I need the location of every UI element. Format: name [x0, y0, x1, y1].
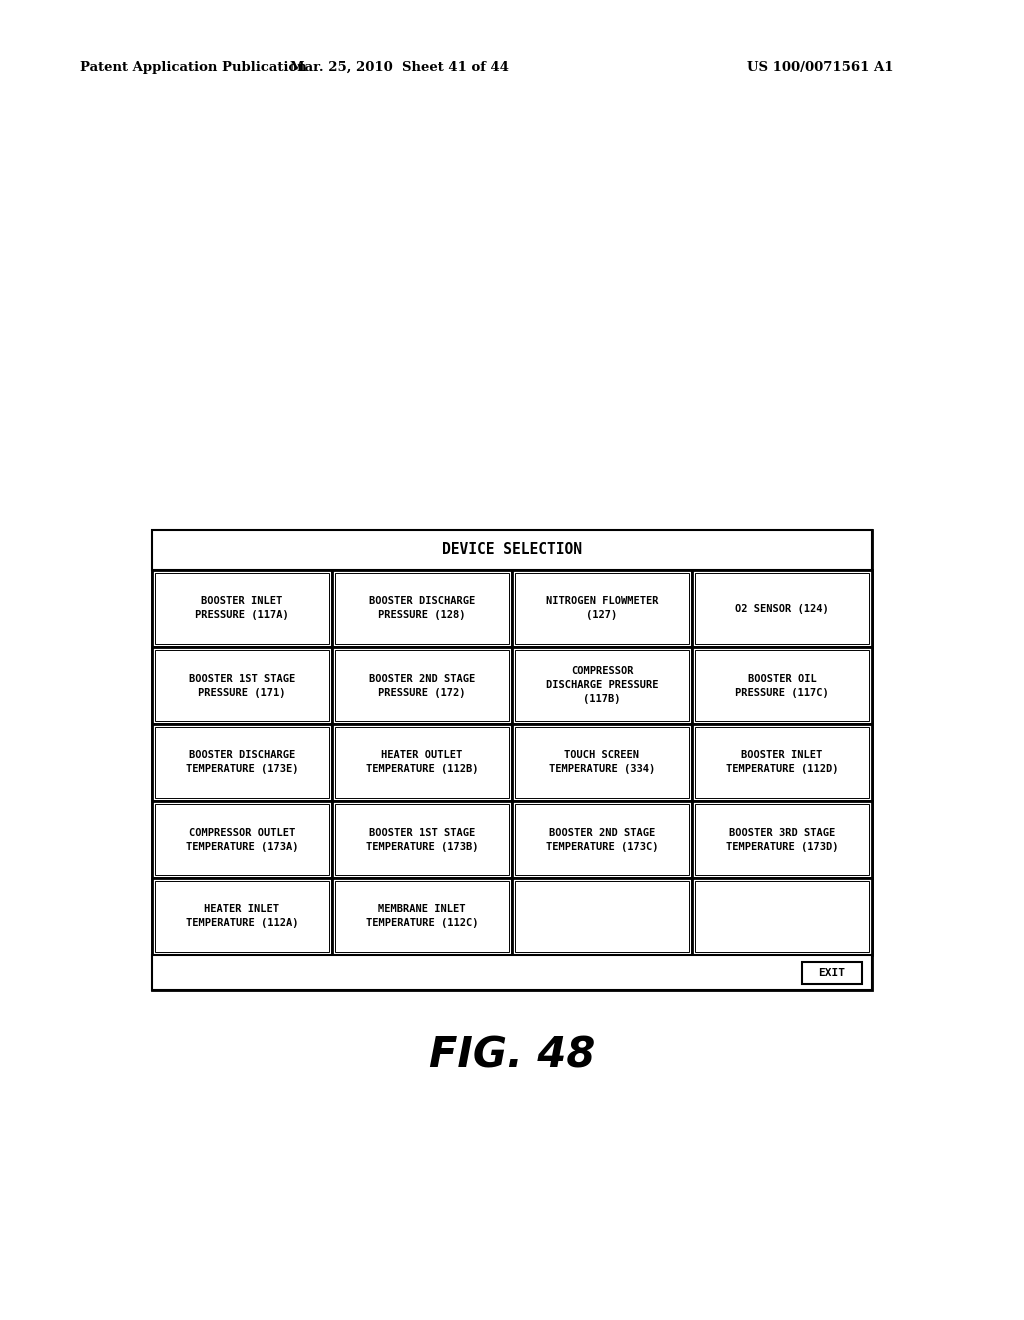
Bar — [332, 801, 512, 878]
Text: BOOSTER DISCHARGE
TEMPERATURE (173E): BOOSTER DISCHARGE TEMPERATURE (173E) — [185, 751, 298, 775]
Bar — [695, 649, 869, 721]
Bar — [695, 727, 869, 799]
Bar — [515, 804, 689, 875]
Bar — [335, 649, 509, 721]
Text: US 100/0071561 A1: US 100/0071561 A1 — [746, 61, 893, 74]
Text: BOOSTER INLET
PRESSURE (117A): BOOSTER INLET PRESSURE (117A) — [196, 597, 289, 620]
Bar — [695, 804, 869, 875]
Bar — [332, 723, 512, 801]
Bar — [515, 880, 689, 952]
Text: HEATER INLET
TEMPERATURE (112A): HEATER INLET TEMPERATURE (112A) — [185, 904, 298, 928]
Text: BOOSTER 2ND STAGE
TEMPERATURE (173C): BOOSTER 2ND STAGE TEMPERATURE (173C) — [546, 828, 658, 851]
Text: COMPRESSOR
DISCHARGE PRESSURE
(117B): COMPRESSOR DISCHARGE PRESSURE (117B) — [546, 667, 658, 705]
Text: Patent Application Publication: Patent Application Publication — [80, 61, 307, 74]
Bar — [152, 647, 332, 723]
Text: O2 SENSOR (124): O2 SENSOR (124) — [735, 603, 828, 614]
Bar — [152, 531, 872, 570]
Bar — [152, 531, 872, 990]
Bar — [692, 570, 872, 647]
Bar — [332, 647, 512, 723]
Bar — [515, 573, 689, 644]
Bar — [152, 570, 332, 647]
Text: COMPRESSOR OUTLET
TEMPERATURE (173A): COMPRESSOR OUTLET TEMPERATURE (173A) — [185, 828, 298, 851]
Bar — [692, 647, 872, 723]
Text: TOUCH SCREEN
TEMPERATURE (334): TOUCH SCREEN TEMPERATURE (334) — [549, 751, 655, 775]
Bar — [695, 573, 869, 644]
Bar — [692, 801, 872, 878]
Bar — [152, 878, 332, 954]
Text: HEATER OUTLET
TEMPERATURE (112B): HEATER OUTLET TEMPERATURE (112B) — [366, 751, 478, 775]
Bar — [512, 647, 692, 723]
Bar — [155, 804, 329, 875]
Text: BOOSTER 1ST STAGE
TEMPERATURE (173B): BOOSTER 1ST STAGE TEMPERATURE (173B) — [366, 828, 478, 851]
Bar — [152, 723, 332, 801]
Text: EXIT: EXIT — [818, 968, 846, 978]
Bar — [802, 961, 862, 983]
Bar — [335, 573, 509, 644]
Bar — [155, 880, 329, 952]
Bar — [695, 880, 869, 952]
Bar — [335, 880, 509, 952]
Bar — [512, 801, 692, 878]
Bar — [515, 649, 689, 721]
Text: BOOSTER 3RD STAGE
TEMPERATURE (173D): BOOSTER 3RD STAGE TEMPERATURE (173D) — [726, 828, 839, 851]
Text: Mar. 25, 2010  Sheet 41 of 44: Mar. 25, 2010 Sheet 41 of 44 — [291, 61, 510, 74]
Text: BOOSTER INLET
TEMPERATURE (112D): BOOSTER INLET TEMPERATURE (112D) — [726, 751, 839, 775]
Bar — [152, 801, 332, 878]
Text: BOOSTER OIL
PRESSURE (117C): BOOSTER OIL PRESSURE (117C) — [735, 673, 828, 697]
Text: MEMBRANE INLET
TEMPERATURE (112C): MEMBRANE INLET TEMPERATURE (112C) — [366, 904, 478, 928]
Text: BOOSTER 1ST STAGE
PRESSURE (171): BOOSTER 1ST STAGE PRESSURE (171) — [188, 673, 295, 697]
Bar — [515, 727, 689, 799]
Text: FIG. 48: FIG. 48 — [429, 1034, 595, 1076]
Text: BOOSTER DISCHARGE
PRESSURE (128): BOOSTER DISCHARGE PRESSURE (128) — [369, 597, 475, 620]
Bar — [156, 535, 868, 986]
Text: NITROGEN FLOWMETER
(127): NITROGEN FLOWMETER (127) — [546, 597, 658, 620]
Bar — [332, 878, 512, 954]
Bar — [335, 804, 509, 875]
Text: BOOSTER 2ND STAGE
PRESSURE (172): BOOSTER 2ND STAGE PRESSURE (172) — [369, 673, 475, 697]
Bar — [692, 878, 872, 954]
Bar — [152, 954, 872, 990]
Bar — [332, 570, 512, 647]
Bar — [155, 649, 329, 721]
Bar — [512, 570, 692, 647]
Bar — [155, 573, 329, 644]
Bar — [335, 727, 509, 799]
Bar — [512, 878, 692, 954]
Text: DEVICE SELECTION: DEVICE SELECTION — [442, 543, 582, 557]
Bar — [155, 727, 329, 799]
Bar — [692, 723, 872, 801]
Bar — [512, 723, 692, 801]
